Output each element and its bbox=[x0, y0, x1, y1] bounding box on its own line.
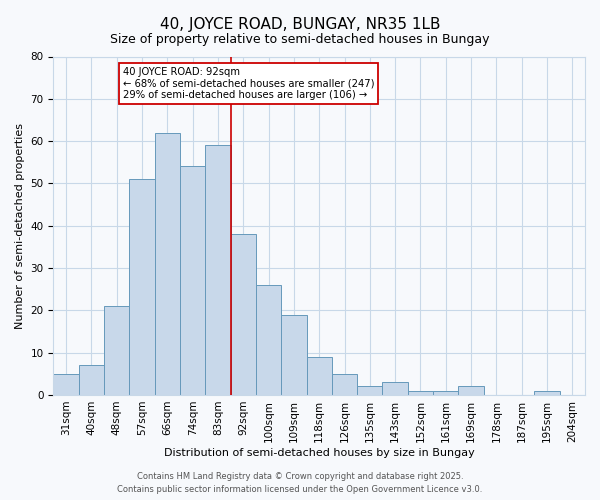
Bar bbox=[307, 357, 332, 395]
Bar bbox=[155, 132, 180, 395]
Text: Size of property relative to semi-detached houses in Bungay: Size of property relative to semi-detach… bbox=[110, 32, 490, 46]
Bar bbox=[433, 390, 458, 395]
Bar bbox=[130, 179, 155, 395]
Bar bbox=[53, 374, 79, 395]
Y-axis label: Number of semi-detached properties: Number of semi-detached properties bbox=[15, 122, 25, 328]
Bar bbox=[256, 285, 281, 395]
Bar bbox=[535, 390, 560, 395]
Bar bbox=[408, 390, 433, 395]
Text: Contains HM Land Registry data © Crown copyright and database right 2025.
Contai: Contains HM Land Registry data © Crown c… bbox=[118, 472, 482, 494]
Bar bbox=[281, 314, 307, 395]
Bar bbox=[230, 234, 256, 395]
Bar bbox=[458, 386, 484, 395]
Bar bbox=[104, 306, 130, 395]
Bar bbox=[205, 146, 230, 395]
Text: 40 JOYCE ROAD: 92sqm
← 68% of semi-detached houses are smaller (247)
29% of semi: 40 JOYCE ROAD: 92sqm ← 68% of semi-detac… bbox=[122, 66, 374, 100]
X-axis label: Distribution of semi-detached houses by size in Bungay: Distribution of semi-detached houses by … bbox=[164, 448, 475, 458]
Text: 40, JOYCE ROAD, BUNGAY, NR35 1LB: 40, JOYCE ROAD, BUNGAY, NR35 1LB bbox=[160, 18, 440, 32]
Bar bbox=[180, 166, 205, 395]
Bar bbox=[332, 374, 357, 395]
Bar bbox=[382, 382, 408, 395]
Bar bbox=[79, 366, 104, 395]
Bar bbox=[357, 386, 382, 395]
